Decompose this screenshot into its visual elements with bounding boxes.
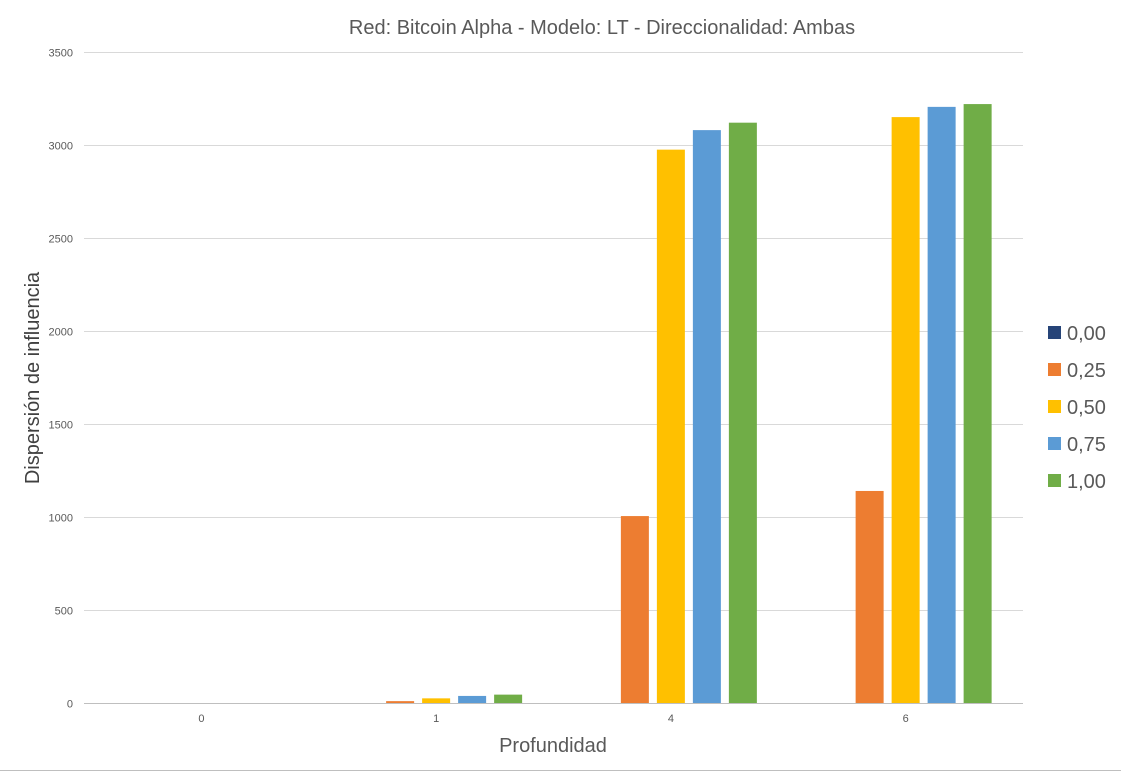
x-axis-ticks: 0 1 4 6	[198, 713, 908, 725]
legend-swatch	[1048, 437, 1061, 450]
bar	[891, 117, 920, 704]
x-tick-label: 1	[433, 713, 439, 725]
gridlines	[84, 52, 1023, 704]
bar	[494, 694, 523, 703]
y-tick-label: 2500	[49, 234, 73, 246]
legend-swatch	[1048, 326, 1061, 339]
y-tick-label: 3000	[49, 141, 73, 153]
y-tick-label: 1500	[49, 420, 73, 432]
y-tick-label: 2000	[49, 327, 73, 339]
bar	[692, 130, 721, 703]
legend-swatch	[1048, 363, 1061, 376]
legend-label: 0,50	[1067, 397, 1106, 419]
bar	[927, 106, 956, 704]
bar	[855, 490, 884, 703]
y-axis-label: Dispersión de influencia	[22, 271, 44, 484]
bar	[728, 122, 757, 704]
x-tick-label: 6	[903, 713, 909, 725]
y-axis-ticks: 0 500 1000 1500 2000 2500 3000 3500	[49, 48, 73, 711]
y-tick-label: 0	[67, 699, 73, 711]
y-tick-label: 1000	[49, 513, 73, 525]
legend-label: 0,75	[1067, 434, 1106, 456]
x-axis-label: Profundidad	[499, 735, 607, 757]
legend: 0,00 0,25 0,50 0,75 1,00	[1048, 323, 1106, 493]
bar	[458, 695, 487, 703]
y-tick-label: 500	[55, 606, 73, 618]
bar	[963, 104, 992, 703]
legend-swatch	[1048, 400, 1061, 413]
legend-swatch	[1048, 474, 1061, 487]
legend-label: 0,25	[1067, 360, 1106, 382]
chart-title: Red: Bitcoin Alpha - Modelo: LT - Direcc…	[349, 17, 855, 39]
bottom-divider	[0, 770, 1121, 771]
legend-label: 1,00	[1067, 471, 1106, 493]
legend-label: 0,00	[1067, 323, 1106, 345]
bar	[620, 516, 649, 703]
y-tick-label: 3500	[49, 48, 73, 60]
bar	[656, 149, 685, 703]
bars	[386, 104, 992, 704]
x-tick-label: 4	[668, 713, 674, 725]
bar	[386, 701, 415, 703]
x-tick-label: 0	[198, 713, 204, 725]
bar	[422, 698, 451, 703]
